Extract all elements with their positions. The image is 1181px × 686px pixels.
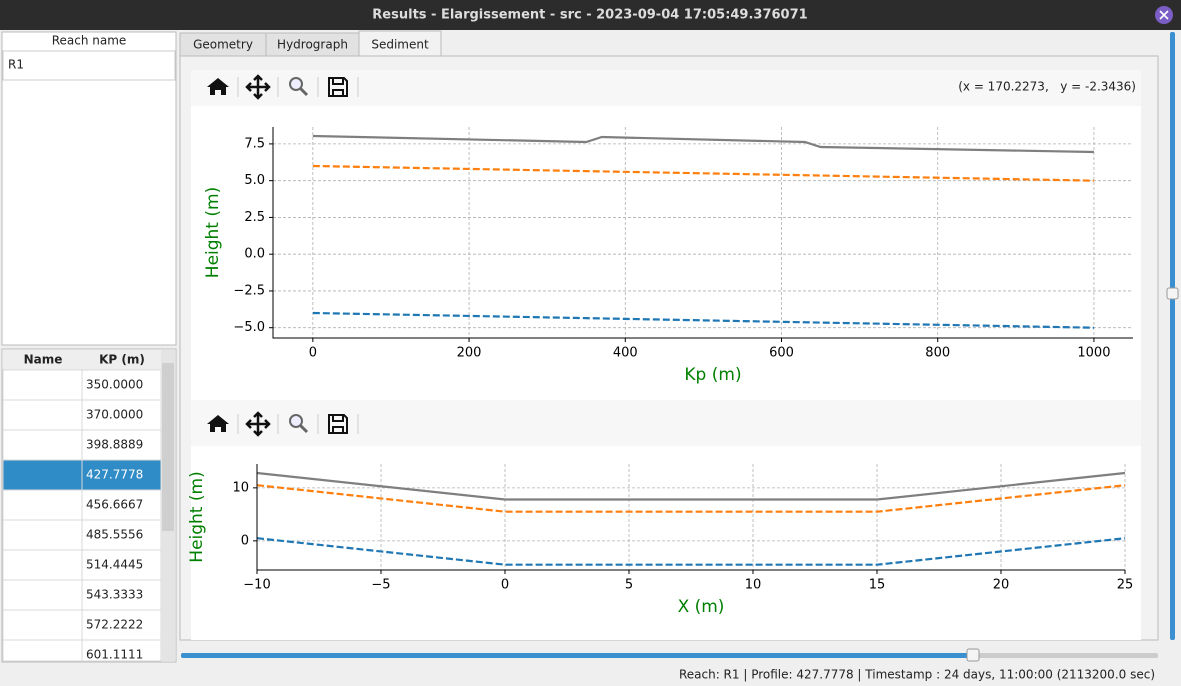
zoom-button[interactable] [289, 77, 303, 91]
series-line [312, 311, 1094, 329]
tab[interactable] [358, 30, 442, 58]
x-tick-label: 600 [769, 346, 794, 361]
vertical-slider[interactable] [1170, 32, 1175, 640]
profile-header: Name [24, 353, 63, 367]
close-icon [1159, 10, 1169, 20]
toolbar [191, 400, 1141, 446]
y-tick-label: 0.0 [244, 247, 265, 262]
kp-cell: 601.1111 [86, 648, 143, 662]
zoom-handle [298, 423, 309, 434]
x-tick-label: 400 [613, 346, 638, 361]
series-line [256, 484, 1126, 513]
save-button[interactable] [328, 77, 348, 97]
home-button[interactable] [207, 415, 229, 432]
x-axis-label: Kp (m) [684, 365, 741, 385]
series-line [312, 134, 1094, 154]
tab-label: Sediment [371, 38, 429, 52]
kp-cell: 398.8889 [86, 438, 143, 452]
x-tick-label: −5 [371, 578, 390, 593]
x-tick-label: 20 [993, 578, 1010, 593]
save-button[interactable] [328, 414, 348, 434]
kp-cell: 572.2222 [86, 618, 143, 632]
tab-label: Hydrograph [277, 38, 348, 52]
kp-cell: 485.5556 [86, 528, 143, 542]
timeline-progress [181, 653, 973, 658]
timeline-handle[interactable] [966, 648, 980, 662]
profile-header: KP (m) [99, 353, 145, 367]
toolbar [191, 70, 1141, 106]
profile-header-bg [3, 350, 161, 370]
reach-cell: R1 [8, 58, 24, 72]
y-tick-label: 10 [232, 480, 249, 495]
y-axis-label: Height (m) [187, 471, 207, 562]
kp-cell: 427.7778 [86, 468, 143, 482]
reach-table [1, 31, 177, 346]
x-axis-label: X (m) [678, 597, 725, 617]
series-line [312, 164, 1094, 182]
plot-area [191, 70, 1141, 640]
x-tick-label: −10 [243, 578, 270, 593]
kp-cell: 370.0000 [86, 408, 143, 422]
x-tick-label: 800 [925, 346, 950, 361]
kp-cell: 543.3333 [86, 588, 143, 602]
x-tick-label: 0 [501, 578, 509, 593]
axes-frame [256, 464, 1125, 571]
slider-handle[interactable] [1166, 287, 1179, 300]
x-tick-label: 15 [869, 578, 886, 593]
series-line [256, 471, 1126, 501]
y-tick-label: −5.0 [233, 320, 265, 335]
x-tick-label: 1000 [1077, 346, 1110, 361]
x-tick-label: 5 [625, 578, 633, 593]
home-button[interactable] [207, 78, 229, 95]
kp-cell: 456.6667 [86, 498, 143, 512]
series-line [256, 537, 1126, 566]
window-title: Results - Elargissement - src - 2023-09-… [372, 8, 807, 23]
table-scroll-handle[interactable] [162, 363, 174, 531]
x-tick-label: 10 [745, 578, 762, 593]
kp-cell: 350.0000 [86, 378, 143, 392]
y-tick-label: −2.5 [233, 283, 265, 298]
kp-cell: 514.4445 [86, 558, 143, 572]
axes-frame [272, 127, 1133, 339]
y-tick-label: 2.5 [244, 210, 265, 225]
title-bar [0, 0, 1181, 30]
coordinates: (x = 170.2273, y = -2.3436) [958, 80, 1136, 94]
pan-button[interactable] [245, 74, 271, 100]
y-tick-label: 5.0 [244, 173, 265, 188]
y-axis-label: Height (m) [203, 187, 223, 278]
x-tick-label: 25 [1117, 578, 1134, 593]
tab-label: Geometry [193, 38, 253, 52]
status-bar: Reach: R1 | Profile: 427.7778 | Timestam… [679, 668, 1155, 682]
y-tick-label: 0 [241, 533, 249, 548]
zoom-handle [298, 86, 309, 97]
reach-row[interactable] [2, 50, 176, 81]
x-tick-label: 0 [309, 346, 317, 361]
zoom-button[interactable] [289, 414, 303, 428]
reach-header: Reach name [52, 34, 127, 48]
x-tick-label: 200 [457, 346, 482, 361]
pan-button[interactable] [245, 411, 271, 437]
y-tick-label: 7.5 [244, 136, 265, 151]
